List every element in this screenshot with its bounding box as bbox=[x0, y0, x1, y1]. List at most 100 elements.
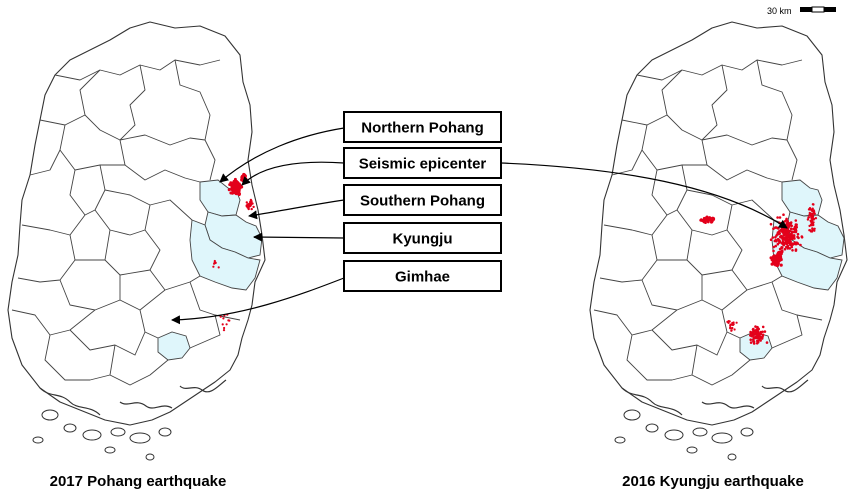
event-point bbox=[730, 329, 733, 332]
event-point bbox=[788, 222, 791, 225]
event-point bbox=[248, 205, 251, 208]
event-point bbox=[756, 339, 760, 343]
event-point bbox=[756, 337, 760, 340]
event-point bbox=[752, 327, 755, 331]
leader-arrows bbox=[171, 127, 788, 325]
event-point bbox=[809, 223, 813, 227]
event-point bbox=[780, 228, 783, 231]
scale-bar-label: 30 km bbox=[767, 6, 792, 16]
event-point bbox=[237, 185, 241, 189]
event-point bbox=[793, 242, 797, 246]
event-point bbox=[795, 223, 798, 226]
event-point bbox=[782, 233, 786, 236]
event-point bbox=[699, 218, 703, 222]
event-point bbox=[783, 237, 786, 241]
event-point bbox=[228, 183, 232, 187]
event-point bbox=[780, 249, 784, 252]
event-point bbox=[749, 341, 753, 344]
event-point bbox=[769, 238, 773, 241]
event-point bbox=[799, 243, 802, 247]
event-point bbox=[778, 216, 782, 219]
event-point bbox=[794, 228, 798, 231]
event-point bbox=[217, 266, 220, 269]
event-point bbox=[735, 321, 738, 324]
event-point bbox=[250, 207, 253, 211]
event-point bbox=[222, 317, 225, 320]
event-point bbox=[788, 247, 792, 250]
event-point bbox=[810, 230, 814, 233]
event-point bbox=[758, 334, 761, 337]
event-point bbox=[727, 321, 730, 324]
event-point bbox=[771, 236, 775, 239]
event-point bbox=[753, 336, 757, 339]
arrow-southern-pohang bbox=[248, 199, 345, 220]
event-point bbox=[213, 262, 216, 265]
event-point bbox=[223, 326, 226, 330]
event-point bbox=[786, 244, 790, 248]
event-point bbox=[787, 225, 790, 229]
event-point bbox=[811, 203, 815, 206]
event-point bbox=[760, 337, 764, 340]
event-point bbox=[755, 333, 759, 336]
event-point bbox=[813, 229, 816, 232]
event-point bbox=[753, 333, 756, 336]
event-point bbox=[219, 315, 222, 318]
event-point bbox=[754, 325, 757, 328]
event-point bbox=[772, 249, 775, 253]
event-point bbox=[233, 177, 237, 181]
svg-text:Gimhae: Gimhae bbox=[395, 269, 450, 286]
label-southern-pohang: Southern Pohang bbox=[343, 184, 502, 216]
event-point bbox=[248, 202, 251, 206]
event-point bbox=[769, 222, 773, 226]
event-point bbox=[789, 234, 793, 238]
event-point bbox=[790, 245, 794, 249]
arrow-seismic-epicenter-left bbox=[241, 161, 345, 186]
event-point bbox=[770, 258, 774, 262]
event-point bbox=[790, 224, 793, 228]
event-point bbox=[240, 185, 244, 189]
event-point bbox=[779, 235, 782, 239]
event-point bbox=[702, 216, 706, 220]
event-point bbox=[785, 217, 788, 221]
event-point bbox=[227, 188, 231, 192]
event-point bbox=[709, 218, 713, 222]
event-point bbox=[752, 342, 756, 345]
event-point bbox=[800, 236, 804, 239]
event-point bbox=[752, 329, 755, 333]
event-point bbox=[794, 248, 798, 251]
event-point bbox=[793, 225, 797, 229]
event-point bbox=[806, 218, 810, 221]
event-point bbox=[731, 326, 734, 330]
label-kyungju: Kyungju bbox=[343, 222, 502, 254]
event-point bbox=[808, 229, 811, 232]
caption-pohang-2017: 2017 Pohang earthquake bbox=[50, 473, 227, 490]
event-point bbox=[252, 205, 255, 209]
event-point bbox=[221, 323, 224, 326]
event-point bbox=[712, 218, 716, 221]
event-point bbox=[812, 223, 815, 227]
event-point bbox=[249, 198, 253, 202]
event-point bbox=[791, 249, 794, 252]
arrow-kyungju bbox=[253, 232, 345, 242]
event-point bbox=[780, 246, 783, 250]
event-point bbox=[729, 326, 732, 329]
event-point bbox=[228, 319, 231, 322]
event-point bbox=[790, 231, 794, 234]
event-point bbox=[774, 263, 778, 267]
event-point bbox=[772, 245, 775, 249]
svg-text:Seismic epicenter: Seismic epicenter bbox=[359, 156, 487, 173]
event-point bbox=[783, 241, 787, 244]
event-point bbox=[794, 219, 798, 222]
map-kyungju-2016 bbox=[589, 21, 848, 461]
event-point bbox=[727, 320, 730, 323]
event-point bbox=[779, 252, 783, 256]
map-pohang-2017 bbox=[7, 21, 266, 461]
svg-text:Southern Pohang: Southern Pohang bbox=[360, 193, 485, 210]
event-point bbox=[776, 216, 779, 219]
event-point bbox=[245, 201, 248, 204]
arrow-northern-pohang bbox=[219, 127, 345, 183]
event-point bbox=[810, 220, 813, 223]
event-point bbox=[787, 239, 791, 243]
event-point bbox=[780, 235, 784, 239]
